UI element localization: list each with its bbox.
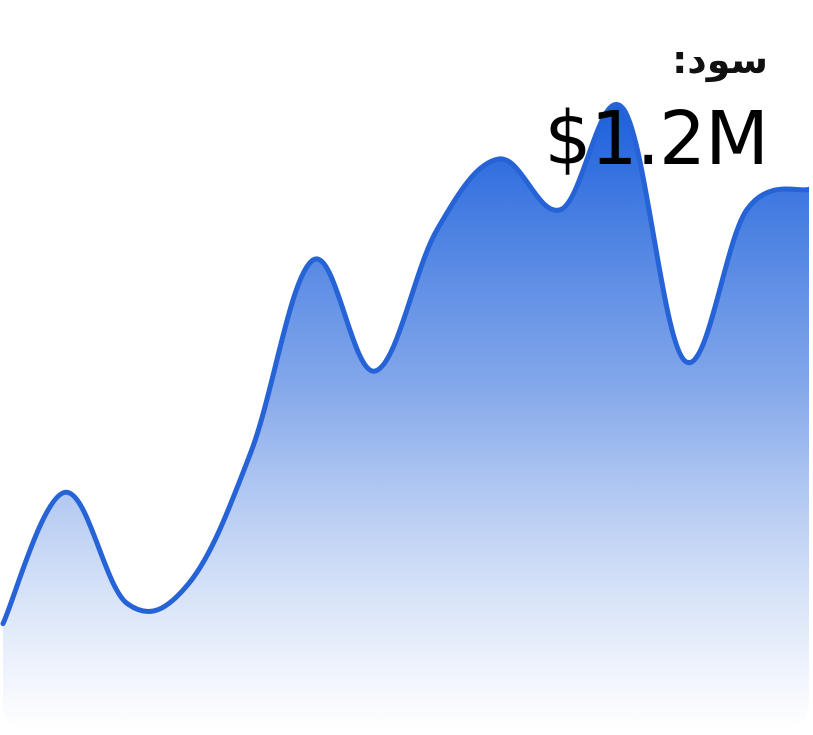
data-point [682, 358, 688, 364]
profit-header: سود: $1.2M [544, 38, 769, 182]
series-line [0, 102, 809, 627]
data-point [372, 368, 378, 374]
data-point [434, 227, 440, 233]
data-point [806, 186, 812, 192]
profit-label: سود: [672, 38, 768, 82]
area-fill [3, 104, 809, 731]
data-point [62, 489, 68, 495]
data-point [310, 257, 316, 263]
data-point [558, 207, 564, 213]
data-point [496, 156, 502, 162]
data-point [744, 207, 750, 213]
data-point [186, 580, 192, 586]
data-point [0, 621, 6, 627]
data-point [248, 449, 254, 455]
profit-value: $1.2M [544, 95, 769, 182]
data-point [124, 600, 130, 606]
